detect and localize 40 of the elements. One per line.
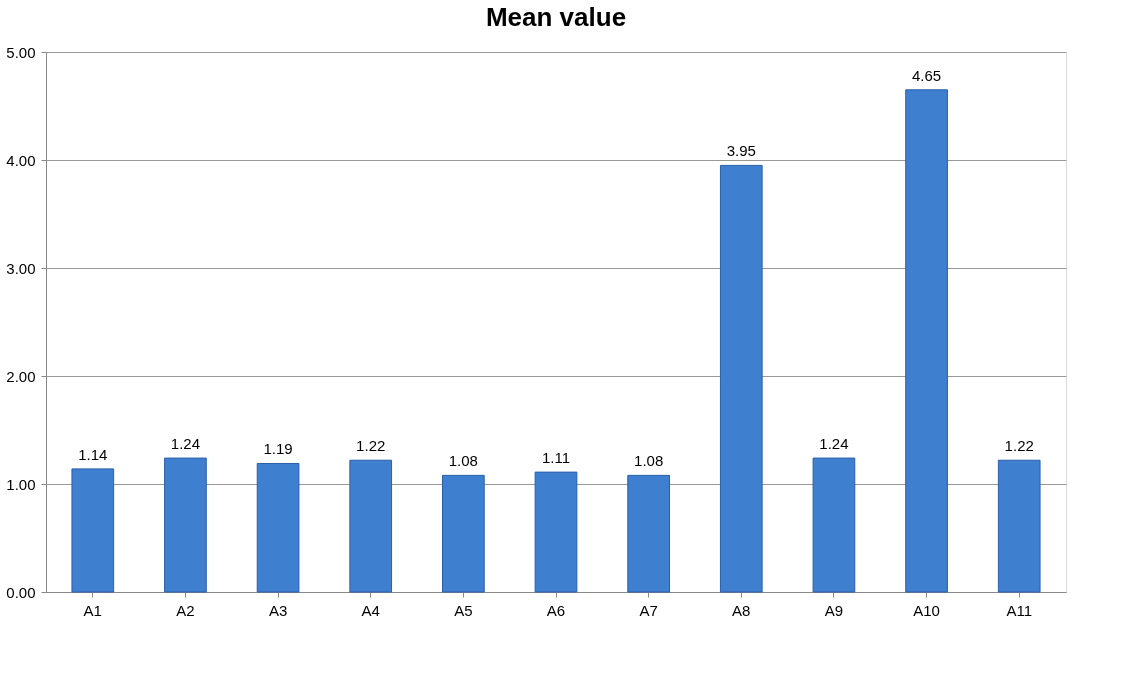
x-tick-label: A2 — [176, 601, 195, 619]
y-tick-label: 1.00 — [6, 475, 36, 493]
x-tick-label: A5 — [454, 601, 473, 619]
bar — [997, 459, 1041, 593]
bar — [256, 462, 300, 593]
x-tick-label: A11 — [1006, 601, 1032, 619]
data-label: 1.22 — [356, 437, 386, 455]
y-tick-label: 5.00 — [6, 43, 36, 61]
data-label: 1.11 — [541, 449, 571, 467]
bar — [627, 474, 670, 593]
bar — [719, 164, 763, 593]
y-tick-label: 4.00 — [6, 151, 36, 169]
bar — [349, 459, 393, 593]
bar — [442, 474, 485, 593]
y-tick-label: 0.00 — [6, 583, 36, 601]
x-tick-label: A9 — [824, 601, 844, 619]
chart-title: Mean value — [485, 2, 627, 32]
y-tick-label: 3.00 — [6, 259, 36, 277]
bar — [164, 457, 207, 593]
bar — [71, 468, 115, 593]
data-label: 1.22 — [1004, 437, 1034, 455]
data-label: 4.65 — [911, 66, 942, 84]
x-tick-label: A8 — [732, 601, 751, 619]
bar — [812, 457, 856, 593]
data-label: 1.24 — [819, 435, 849, 453]
x-tick-label: A10 — [913, 601, 940, 619]
x-tick-label: A3 — [268, 601, 288, 619]
data-label: 1.14 — [78, 445, 108, 463]
x-tick-label: A1 — [83, 601, 102, 619]
data-label: 3.95 — [726, 142, 756, 160]
x-tick-label: A7 — [639, 601, 658, 619]
x-tick-label: A4 — [361, 601, 380, 619]
data-label: 1.24 — [170, 435, 201, 453]
bar — [905, 89, 948, 593]
x-tick-label: A6 — [546, 601, 566, 619]
data-label: 1.08 — [448, 452, 478, 470]
bar — [534, 471, 578, 593]
y-tick-label: 2.00 — [6, 367, 36, 385]
data-label: 1.08 — [634, 452, 664, 470]
data-label: 1.19 — [263, 440, 293, 458]
